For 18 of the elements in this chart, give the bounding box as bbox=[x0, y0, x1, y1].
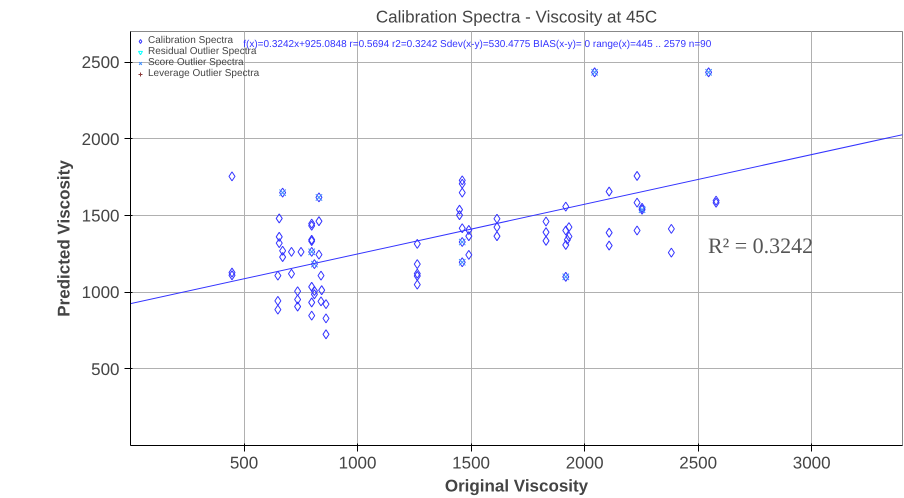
legend-label: Calibration Spectra bbox=[148, 35, 234, 46]
chart-title: Calibration Spectra - Viscosity at 45C bbox=[376, 8, 658, 26]
y-tick-label: 500 bbox=[91, 360, 120, 379]
y-tick-label: 2500 bbox=[82, 53, 120, 72]
x-tick-label: 1500 bbox=[452, 454, 490, 472]
x-tick-label: 1000 bbox=[338, 454, 376, 472]
y-axis-title: Predicted Viscosity bbox=[54, 160, 74, 317]
y-tick-label: 2000 bbox=[82, 130, 120, 149]
legend-label: Leverage Outlier Spectra bbox=[148, 68, 260, 79]
x-tick-label: 2500 bbox=[679, 454, 718, 472]
annotation: R² = 0.3242 bbox=[708, 232, 814, 258]
legend-label: Score Outlier Spectra bbox=[148, 57, 244, 68]
y-tick-label: 1500 bbox=[82, 206, 120, 226]
y-tick-label: 1000 bbox=[82, 283, 120, 302]
x-axis-title: Original Viscosity bbox=[444, 476, 589, 496]
x-tick-label: 3000 bbox=[792, 454, 831, 472]
x-tick-label: 2000 bbox=[566, 454, 604, 472]
x-tick-label: 500 bbox=[230, 454, 258, 472]
